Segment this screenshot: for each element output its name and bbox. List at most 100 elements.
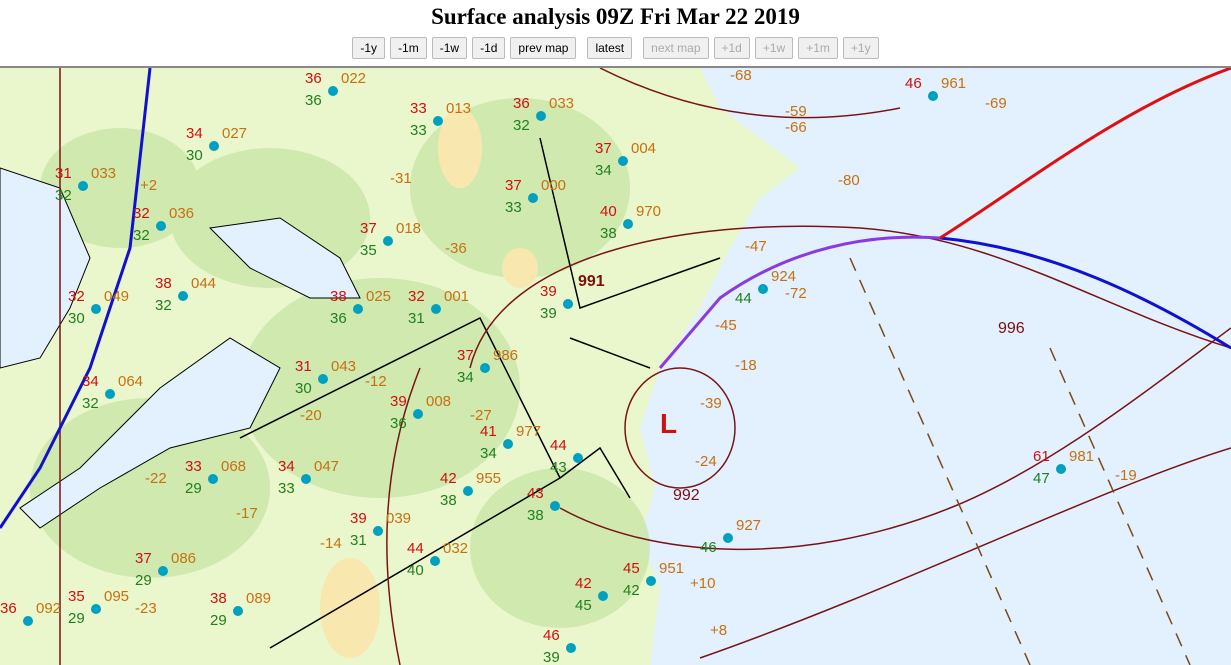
dry-areas: [320, 108, 538, 658]
pressure: 027: [222, 125, 247, 142]
dewpoint: 33: [410, 122, 427, 139]
station-plot: 37 018 35: [360, 220, 421, 259]
station-plot: 36 022 36: [305, 70, 366, 109]
sky-cover-icon: [463, 486, 473, 496]
station-plot: 37 986 34: [457, 347, 518, 386]
pressure: 089: [246, 590, 271, 607]
nav-button-minus1d[interactable]: -1d: [472, 37, 506, 59]
nav-button-latest[interactable]: latest: [587, 37, 633, 59]
pressure-tendency: -22: [145, 470, 167, 487]
temperature: 33: [185, 458, 202, 475]
dewpoint: 32: [155, 297, 172, 314]
station-plot: 40 970 38: [600, 203, 661, 242]
pressure: 086: [171, 550, 196, 567]
pressure-tendency: -14: [320, 535, 342, 552]
pressure: 004: [631, 140, 656, 157]
temperature: 34: [278, 458, 295, 475]
nav-button-plus1m[interactable]: +1m: [798, 37, 838, 59]
temperature: 35: [68, 588, 85, 605]
sky-cover-icon: [353, 304, 363, 314]
pressure-tendency: -45: [715, 317, 737, 334]
dewpoint: 47: [1033, 470, 1050, 487]
pressure-tendency: -39: [700, 395, 722, 412]
station-plot: 39 039 31: [350, 510, 411, 549]
station-plot: 38 044 32: [155, 275, 216, 314]
dewpoint: 34: [457, 369, 474, 386]
sky-cover-icon: [646, 576, 656, 586]
station-plot: 44 032 40: [407, 540, 468, 579]
temperature: 34: [82, 373, 99, 390]
nav-button-minus1y[interactable]: -1y: [352, 37, 386, 59]
dewpoint: 29: [210, 612, 227, 629]
sky-cover-icon: [536, 111, 546, 121]
temperature: 40: [600, 203, 617, 220]
pressure: 018: [396, 220, 421, 237]
temperature: 32: [408, 288, 425, 305]
dewpoint: 38: [440, 492, 457, 509]
pressure: 927: [736, 517, 761, 534]
temperature: 46: [543, 627, 560, 644]
temperature: 37: [505, 177, 522, 194]
dewpoint: 32: [513, 117, 530, 134]
sky-cover-icon: [328, 86, 338, 96]
temperature: 36: [513, 95, 530, 112]
pressure: 955: [476, 470, 501, 487]
temperature: 34: [186, 125, 203, 142]
nav-button-plus1w[interactable]: +1w: [754, 37, 794, 59]
dewpoint: 38: [527, 507, 544, 524]
dewpoint: 46: [700, 539, 717, 556]
pressure-tendency: -23: [135, 600, 157, 617]
sky-cover-icon: [618, 156, 628, 166]
page-header: Surface analysis 09Z Fri Mar 22 2019 -1y…: [0, 0, 1231, 68]
station-plot: 32 036 32: [133, 205, 194, 244]
nav-button-next-map[interactable]: next map: [643, 37, 709, 59]
sky-cover-icon: [431, 304, 441, 314]
temperature: 39: [390, 393, 407, 410]
sky-cover-icon: [503, 439, 513, 449]
sky-cover-icon: [208, 474, 218, 484]
sky-cover-icon: [480, 363, 490, 373]
temperature: 44: [550, 437, 567, 454]
station-plot: 924 44: [735, 268, 796, 307]
station-plot: 37 004 34: [595, 140, 656, 179]
sky-cover-icon: [91, 304, 101, 314]
station-plots: 46 961 61 981 47 33 013 33 36 022 36 34 027 30 36 033 32…: [0, 70, 1094, 665]
dewpoint: 32: [55, 187, 72, 204]
dewpoint: 32: [133, 227, 150, 244]
pressure-tendencies: -68 -69 -59-66 -80 -31 -36 -47 -72 -45 -18 -39 -24 -…: [135, 68, 1137, 639]
temperature: 33: [410, 100, 427, 117]
sky-cover-icon: [178, 291, 188, 301]
nav-button-minus1w[interactable]: -1w: [431, 37, 468, 59]
nav-button-plus1d[interactable]: +1d: [713, 37, 750, 59]
nav-button-prev-map[interactable]: prev map: [510, 37, 577, 59]
nav-button-plus1y[interactable]: +1y: [842, 37, 879, 59]
dewpoint: 45: [575, 597, 592, 614]
pressure-tendency: +8: [710, 622, 727, 639]
sky-cover-icon: [928, 91, 938, 101]
temperature: 36: [0, 600, 17, 617]
isobar-label: 996: [998, 320, 1025, 337]
navigation-buttons: -1y -1m -1w -1d prev map latest next map +1d +1w…: [0, 37, 1231, 59]
temperature: 31: [55, 165, 72, 182]
temperature: 37: [457, 347, 474, 364]
pressure: 033: [91, 165, 116, 182]
sky-cover-icon: [573, 453, 583, 463]
station-plot: 39 008 36: [390, 393, 451, 432]
sky-cover-icon: [156, 221, 166, 231]
pressure: 036: [169, 205, 194, 222]
station-plot: 45 951 42: [623, 560, 684, 599]
pressure-tendency: -66: [785, 119, 807, 136]
station-plot: 33 013 33: [410, 100, 471, 139]
page-title: Surface analysis 09Z Fri Mar 22 2019: [431, 4, 800, 29]
sky-cover-icon: [623, 219, 633, 229]
station-plot: 41 977 34: [480, 423, 541, 462]
sky-cover-icon: [373, 526, 383, 536]
sky-cover-icon: [563, 299, 573, 309]
dewpoint: 43: [550, 459, 567, 476]
nav-button-minus1m[interactable]: -1m: [390, 37, 427, 59]
pressure-tendency: -72: [785, 285, 807, 302]
temperature: 44: [407, 540, 424, 557]
low-pressure-symbol: L: [660, 408, 677, 439]
pressure: 025: [366, 288, 391, 305]
